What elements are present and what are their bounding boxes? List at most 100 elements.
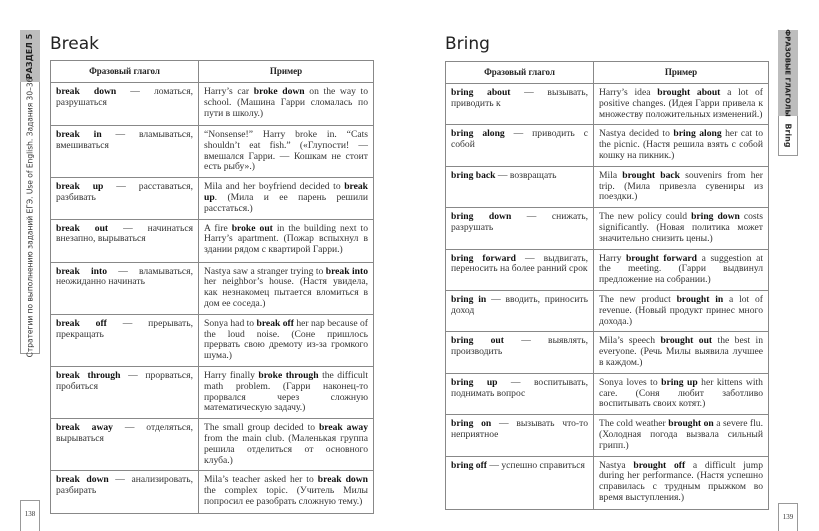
phrasal-verb: break in <box>56 129 102 140</box>
example-verb: brought back <box>622 169 680 181</box>
meaning: — расставаться, разбивать <box>56 181 193 203</box>
meaning: — прорваться, пробиться <box>56 369 193 392</box>
example-verb: brought about <box>657 87 721 98</box>
example-cell: Harry’s car broke down on the way to sch… <box>198 82 374 126</box>
verb-cell: bring out — выявлять, производить <box>445 331 594 374</box>
example-text: Nastya <box>599 459 634 471</box>
table-row: break up — расставаться, разбивать Mila a… <box>50 177 374 220</box>
example-text: The cold weather <box>599 418 669 430</box>
verb-cell: bring in — вводить, приносить доход <box>445 289 594 333</box>
phrasal-verb: break down <box>56 474 109 486</box>
example-text: the difficult math problem. (Гарри након… <box>204 369 369 414</box>
example-text: Harry’s car <box>204 86 254 97</box>
example-text: . (Мила и ее парень решили расстаться.) <box>204 191 368 214</box>
example-text: in the building next to Harry’s apartmen… <box>204 222 368 256</box>
page-title-right: Bring <box>445 34 490 54</box>
phrasal-verb: bring in <box>451 293 487 305</box>
table-row: bring in — вводить, приносить доход The n… <box>445 289 769 333</box>
example-cell: Nastya saw a stranger trying to break in… <box>198 261 374 315</box>
table-row: break away — отделяться, вырываться The s… <box>50 418 374 472</box>
example-cell: Mila and her boyfriend decided to break … <box>198 177 374 220</box>
example-verb: brought forward <box>625 252 698 264</box>
section-tab-left: РАЗДЕЛ 5 <box>20 30 40 82</box>
example-text: costs significantly. (Новая политика мож… <box>599 211 763 244</box>
phrasal-verb: bring about <box>451 87 511 98</box>
meaning: — вламываться, неожиданно начинать <box>56 265 193 288</box>
example-verb: broke out <box>231 222 273 234</box>
example-text: Nastya decided to <box>599 128 674 140</box>
table-row: break down — ломаться, разрушаться Harry’… <box>50 82 374 126</box>
table-row: break off — прерывать, прекращать Sonya h… <box>50 313 374 367</box>
example-cell: Sonya loves to bring up her kittens with… <box>593 372 769 416</box>
verb-cell: bring on — вызывать что-то неприятное <box>445 414 594 457</box>
example-text: The new policy could <box>599 211 692 223</box>
break-table: Фразовый глагол Пример break down — ломат… <box>50 60 374 515</box>
phrasal-verb: bring off <box>451 459 487 471</box>
example-verb: broke down <box>253 86 305 97</box>
example-text: the best in everyone. (Речь Милы выявила… <box>599 335 764 368</box>
example-text: souvenirs from her trip. (Мила привезла … <box>599 169 763 203</box>
verb-cell: bring forward — выдвигать, переносить на… <box>445 248 594 291</box>
example-cell: Sonya had to break off her nap because o… <box>198 313 374 367</box>
verb-cell: bring back — возвращать <box>445 165 594 209</box>
table-row: bring off — успешно справиться Nastya bro… <box>445 455 769 510</box>
phrasal-verb: bring forward <box>451 252 516 264</box>
phrasal-verb: break down <box>56 86 117 97</box>
example-text: Mila and her boyfriend decided to <box>204 181 345 193</box>
phrasal-verb: break off <box>56 317 107 329</box>
example-cell: Harry’s idea brought about a lot of posi… <box>593 82 769 126</box>
verb-cell: break down — ломаться, разрушаться <box>50 82 199 126</box>
example-verb: break up <box>204 181 368 203</box>
phrasal-verb: break out <box>56 222 109 234</box>
example-cell: Mila brought back souvenirs from her tri… <box>593 165 769 209</box>
example-verb: brought in <box>676 293 724 305</box>
example-verb: brought off <box>633 459 686 471</box>
verb-cell: break up — расставаться, разбивать <box>50 177 199 220</box>
table-row: bring forward — выдвигать, переносить на… <box>445 248 769 291</box>
example-text: a suggestion at the meeting. (Гарри выдв… <box>599 252 763 286</box>
example-verb: brought out <box>660 335 713 347</box>
example-cell: Nastya brought off a difficult jump duri… <box>593 455 769 510</box>
phrasal-verb: break through <box>56 369 121 381</box>
example-verb: brought on <box>668 418 714 430</box>
example-text: a lot of positive changes. (Идея Гарри п… <box>599 87 763 120</box>
example-text: Mila <box>599 169 623 181</box>
example-cell: “Nonsense!” Harry broke in. “Cats should… <box>198 124 374 179</box>
meaning: — отделяться, вырываться <box>56 422 193 444</box>
page-title-left: Break <box>50 34 99 54</box>
example-text: Harry’s idea <box>599 87 658 98</box>
example-text: the complex topic. (Учитель Милы попроси… <box>204 485 368 507</box>
example-text: The new product <box>599 293 677 305</box>
verb-cell: bring up — воспитывать, поднимать вопрос <box>445 372 594 416</box>
verb-cell: break out — начинаться внезапно, вырыват… <box>50 218 199 263</box>
example-text: a difficult jump during her performance.… <box>599 459 763 503</box>
bring-table: Фразовый глагол Пример bring about — вызы… <box>445 61 769 510</box>
meaning: — вламываться, вмешиваться <box>56 129 193 151</box>
example-cell: Harry finally broke through the difficul… <box>198 365 374 420</box>
table-row: bring up — воспитывать, поднимать вопрос… <box>445 372 769 416</box>
example-text: Harry finally <box>204 369 259 381</box>
meaning: — вызывать, приводить к <box>451 87 589 109</box>
example-text: A fire <box>204 222 232 234</box>
header-example: Пример <box>593 61 769 84</box>
verb-cell: bring about — вызывать, приводить к <box>445 82 594 126</box>
section-tab-right: ФРАЗОВЫЕ ГЛАГОЛЫ <box>778 29 798 117</box>
meaning: — вызывать что-то неприятное <box>451 418 588 440</box>
table-row: bring out — выявлять, производить Mila’s … <box>445 331 769 374</box>
example-cell: Nastya decided to bring along her cat to… <box>593 124 769 167</box>
verb-cell: break through — прорваться, пробиться <box>50 365 199 420</box>
meaning: — успешно справиться <box>486 459 585 471</box>
example-verb: bring down <box>691 211 740 223</box>
example-cell: Harry brought forward a suggestion at th… <box>593 248 769 291</box>
table-row: break through — прорваться, пробиться Har… <box>50 365 374 420</box>
example-verb: broke through <box>258 369 319 381</box>
phrasal-verb: break up <box>56 181 104 193</box>
meaning: — прерывать, прекращать <box>56 317 193 340</box>
page-number-left: 138 <box>20 500 40 531</box>
verb-cell: bring along — приводить с собой <box>445 124 594 167</box>
meaning: — выдвигать, переносить на более ранний … <box>451 252 588 275</box>
example-text: her neighbor’s house. (Настя увидела, ка… <box>204 276 368 309</box>
header-example: Пример <box>198 60 374 83</box>
example-text: on the way to school. (Машина Гарри слом… <box>204 86 368 119</box>
example-verb: break into <box>325 265 368 277</box>
